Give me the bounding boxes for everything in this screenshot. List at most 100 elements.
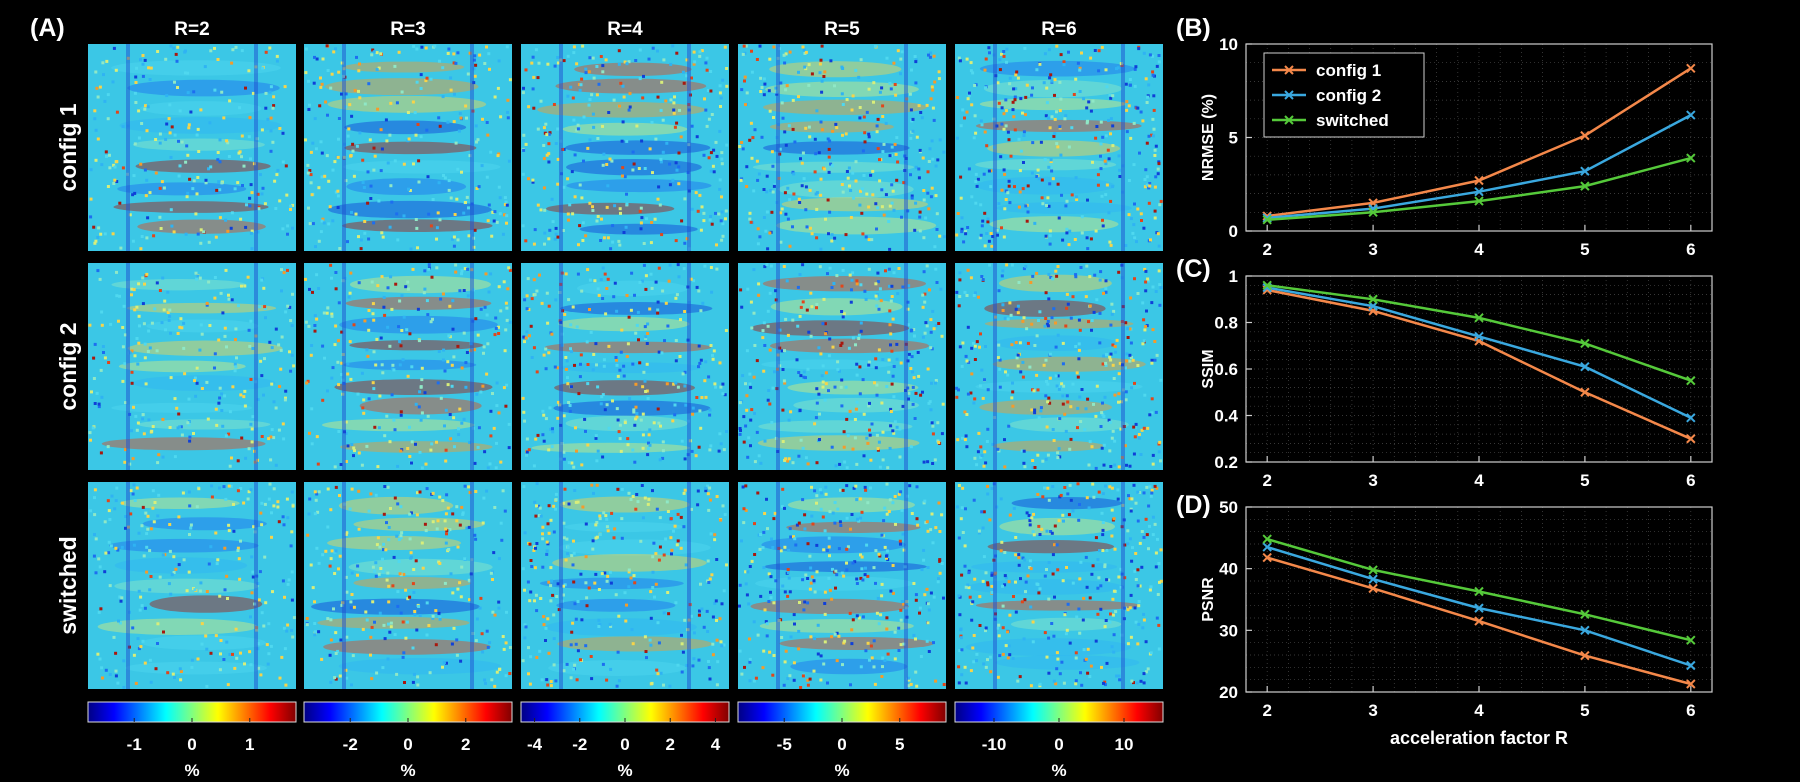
error-map-speckle: [291, 504, 295, 508]
error-map-speckle: [864, 235, 868, 239]
error-map-speckle: [200, 332, 204, 336]
error-map-speckle: [638, 209, 642, 213]
error-map-speckle: [576, 649, 580, 653]
error-map-speckle: [849, 189, 853, 192]
error-map-speckle: [361, 158, 365, 162]
error-map-speckle: [823, 322, 827, 326]
error-map-speckle: [748, 382, 752, 386]
error-map-speckle: [315, 492, 319, 496]
error-map-speckle: [291, 226, 294, 230]
error-map-speckle: [94, 537, 98, 541]
error-map-speckle: [130, 287, 134, 291]
error-map-speckle: [1154, 290, 1158, 293]
error-map-speckle: [93, 533, 96, 536]
error-map-speckle: [1001, 604, 1005, 608]
error-map-band: [132, 375, 276, 392]
error-map-speckle: [420, 45, 424, 49]
error-map-speckle: [963, 290, 967, 294]
error-map-speckle: [153, 501, 157, 504]
error-map-speckle: [132, 543, 136, 547]
error-map-speckle: [269, 644, 273, 648]
error-map-speckle: [788, 674, 792, 678]
error-map-speckle: [1060, 193, 1063, 197]
error-map-speckle: [712, 349, 716, 353]
error-map-speckle: [799, 686, 803, 689]
error-map-speckle: [493, 506, 497, 509]
error-map-speckle: [615, 309, 619, 313]
error-map-speckle: [358, 62, 361, 66]
error-map-speckle: [376, 536, 380, 540]
error-map-speckle: [527, 672, 530, 676]
error-map-speckle: [959, 627, 963, 631]
error-map-speckle: [137, 109, 141, 113]
error-map-speckle: [618, 423, 622, 427]
error-map-speckle: [955, 505, 959, 509]
error-map-speckle: [690, 124, 694, 128]
error-map-speckle: [961, 108, 965, 112]
error-map-speckle: [498, 212, 502, 216]
error-map-speckle: [968, 595, 972, 599]
error-map-speckle: [713, 533, 717, 537]
error-map-speckle: [1089, 664, 1093, 668]
error-map-speckle: [928, 288, 931, 292]
error-map-speckle: [719, 219, 723, 223]
error-map-speckle: [1067, 513, 1071, 517]
error-map-speckle: [658, 516, 662, 520]
error-map-speckle: [721, 382, 725, 386]
error-map-speckle: [871, 169, 875, 173]
error-map-speckle: [249, 422, 253, 426]
error-map-speckle: [1009, 313, 1013, 317]
error-map-speckle: [661, 150, 665, 154]
error-map-speckle: [483, 62, 487, 65]
error-map-speckle: [717, 212, 721, 216]
error-map-speckle: [972, 660, 976, 664]
error-map-speckle: [765, 622, 769, 626]
error-map-speckle: [1051, 572, 1055, 576]
error-map-speckle: [426, 414, 430, 418]
error-map-speckle: [1018, 341, 1022, 345]
error-map-speckle: [874, 366, 878, 370]
error-map-speckle: [738, 649, 742, 653]
error-map-speckle: [278, 199, 282, 203]
error-map-speckle: [329, 508, 333, 512]
error-map-speckle: [208, 324, 212, 327]
error-map-speckle: [329, 638, 333, 642]
error-map-speckle: [396, 464, 400, 468]
error-map-speckle: [483, 450, 487, 454]
error-map-speckle: [412, 44, 416, 48]
error-map-speckle: [889, 407, 893, 411]
error-map-speckle: [533, 293, 537, 297]
error-map-speckle: [352, 454, 355, 458]
error-map-speckle: [399, 536, 403, 540]
error-map-speckle: [895, 357, 899, 361]
error-map-speckle: [1061, 238, 1065, 242]
error-map-speckle: [99, 232, 103, 236]
error-map-speckle: [1150, 301, 1154, 305]
error-map-speckle: [643, 635, 647, 639]
error-map-speckle: [486, 219, 490, 223]
error-map-speckle: [564, 367, 568, 371]
error-map-speckle: [492, 219, 496, 223]
error-map-speckle: [872, 100, 875, 104]
error-map-speckle: [608, 157, 612, 161]
error-map-speckle: [861, 187, 864, 191]
error-map-speckle: [277, 343, 281, 347]
error-map-speckle: [263, 305, 267, 309]
error-map-speckle: [925, 103, 929, 107]
error-map-speckle: [821, 364, 825, 368]
error-map-speckle: [938, 571, 942, 575]
error-map-speckle: [195, 277, 199, 281]
error-map-speckle: [416, 675, 420, 679]
error-map-speckle: [1145, 141, 1149, 145]
error-map-speckle: [145, 532, 149, 536]
error-map-speckle: [268, 90, 272, 94]
error-map-speckle: [598, 517, 602, 521]
error-map-speckle: [129, 512, 133, 516]
error-map-speckle: [1032, 533, 1036, 537]
error-map-speckle: [1101, 413, 1105, 417]
error-map-speckle: [634, 59, 638, 62]
error-map-speckle: [215, 423, 219, 427]
error-map-speckle: [763, 608, 767, 612]
error-map-speckle: [372, 350, 376, 354]
error-map-speckle: [695, 285, 699, 289]
